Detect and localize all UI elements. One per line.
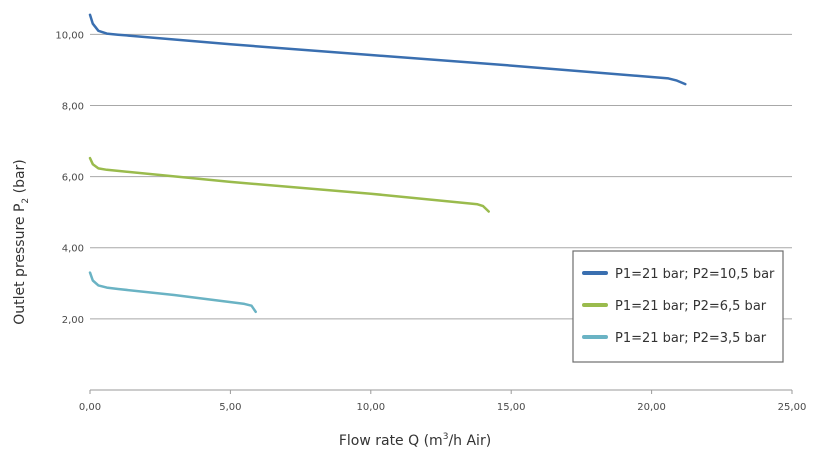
series-lines (88, 13, 687, 314)
series-line-2 (88, 156, 490, 213)
x-tick-label: 25,00 (778, 402, 807, 413)
legend-label-2: P1=21 bar; P2=6,5 bar (615, 299, 767, 314)
legend-label-1: P1=21 bar; P2=10,5 bar (615, 267, 775, 282)
series-line-1 (88, 13, 687, 86)
y-axis-title: Outlet pressure P2 (bar) (12, 159, 31, 325)
x-tick-label: 20,00 (637, 402, 666, 413)
x-tick-label: 15,00 (497, 402, 526, 413)
y-tick-label: 10,00 (55, 30, 84, 41)
series-line-3 (88, 271, 257, 314)
legend-box (572, 250, 784, 363)
y-tick-label: 8,00 (62, 101, 84, 112)
x-tick-label: 0,00 (79, 402, 101, 413)
x-tick-label: 5,00 (219, 402, 241, 413)
y-tick-label: 4,00 (62, 244, 84, 255)
legend-label-3: P1=21 bar; P2=3,5 bar (615, 331, 767, 346)
y-tick-label: 2,00 (62, 315, 84, 326)
y-tick-labels: 2,00 4,00 6,00 8,00 10,00 (55, 30, 84, 326)
x-tick-label: 10,00 (356, 402, 385, 413)
legend: P1=21 bar; P2=10,5 bar P1=21 bar; P2=6,5 … (572, 250, 784, 363)
x-axis-title: Flow rate Q (m3/h Air) (339, 432, 491, 449)
y-tick-label: 6,00 (62, 173, 84, 184)
x-tick-labels: 0,00 5,00 10,00 15,00 20,00 25,00 (79, 390, 806, 413)
